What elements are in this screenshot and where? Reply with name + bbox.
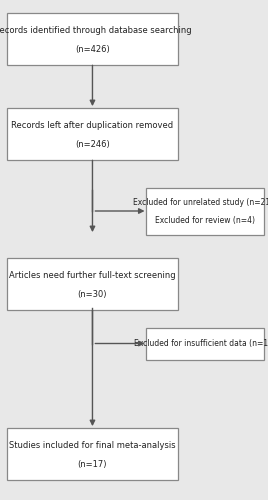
FancyBboxPatch shape	[146, 188, 264, 235]
Text: Excluded for unrelated study (n=212): Excluded for unrelated study (n=212)	[133, 198, 268, 207]
FancyBboxPatch shape	[7, 428, 178, 480]
Text: Records identified through database searching: Records identified through database sear…	[0, 26, 191, 35]
Text: Excluded for review (n=4): Excluded for review (n=4)	[155, 216, 255, 225]
Text: (n=426): (n=426)	[75, 44, 110, 54]
FancyBboxPatch shape	[7, 258, 178, 310]
Text: (n=17): (n=17)	[78, 460, 107, 468]
Text: Records left after duplication removed: Records left after duplication removed	[12, 120, 173, 130]
FancyBboxPatch shape	[7, 108, 178, 160]
FancyBboxPatch shape	[146, 328, 264, 360]
Text: Studies included for final meta-analysis: Studies included for final meta-analysis	[9, 440, 176, 450]
FancyBboxPatch shape	[7, 12, 178, 65]
Text: Excluded for insufficient data (n=13): Excluded for insufficient data (n=13)	[134, 339, 268, 348]
Text: (n=246): (n=246)	[75, 140, 110, 148]
Text: (n=30): (n=30)	[78, 290, 107, 298]
Text: Articles need further full-text screening: Articles need further full-text screenin…	[9, 270, 176, 280]
